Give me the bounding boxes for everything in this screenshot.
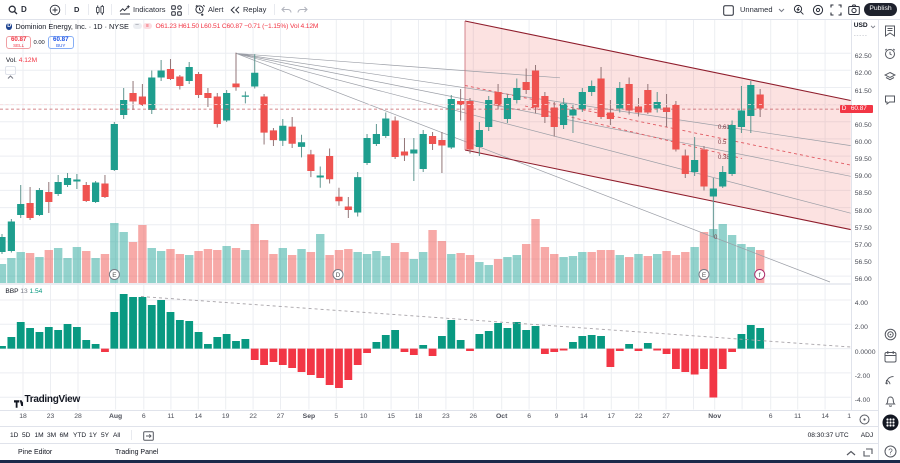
- svg-text:f: f: [759, 272, 761, 279]
- svg-text:E: E: [112, 272, 117, 279]
- svg-text:0.618: 0.618: [718, 125, 734, 131]
- svg-text:E: E: [702, 272, 707, 279]
- svg-text:0.382: 0.382: [718, 155, 734, 161]
- svg-text:0: 0: [714, 235, 718, 241]
- svg-text:0.5: 0.5: [718, 140, 727, 146]
- svg-text:?: ?: [888, 447, 893, 456]
- svg-text:D: D: [336, 272, 341, 279]
